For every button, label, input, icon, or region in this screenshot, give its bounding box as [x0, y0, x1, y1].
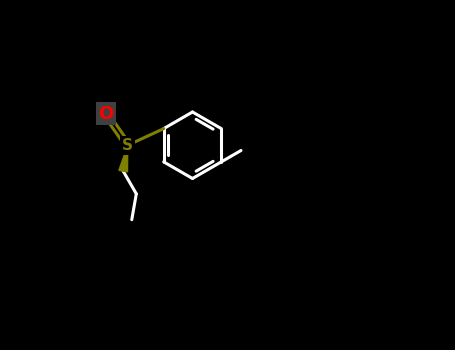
Polygon shape — [119, 145, 128, 172]
Text: S: S — [122, 138, 133, 153]
Text: O: O — [98, 105, 113, 123]
